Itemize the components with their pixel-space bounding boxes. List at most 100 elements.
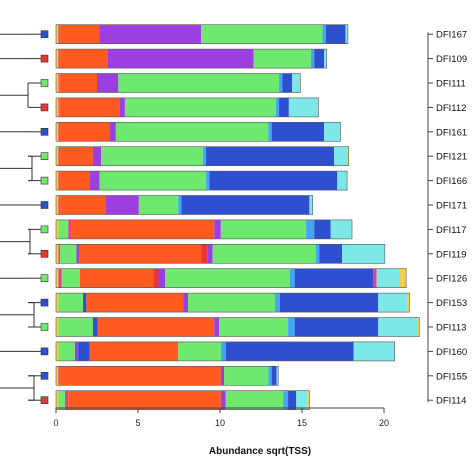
bar-segment bbox=[58, 268, 62, 288]
bar-outline bbox=[55, 24, 349, 45]
x-tick-label: 10 bbox=[215, 418, 225, 428]
sample-label: DFI160 bbox=[436, 347, 467, 358]
sample-marker bbox=[40, 250, 49, 258]
sample-label: DFI126 bbox=[436, 274, 467, 285]
bar-segment bbox=[206, 171, 210, 191]
bar-outline bbox=[55, 268, 407, 289]
bar-segment bbox=[268, 366, 272, 386]
bar-segment bbox=[220, 341, 226, 361]
bar-segment bbox=[56, 146, 59, 166]
bar-outline bbox=[55, 146, 350, 166]
sample-marker bbox=[40, 103, 49, 112]
bar-segment bbox=[97, 73, 119, 93]
bar-segment bbox=[183, 293, 189, 313]
bar-segment bbox=[60, 244, 77, 264]
bar-segment bbox=[76, 244, 80, 264]
bar-segment bbox=[56, 244, 59, 264]
bar-segment bbox=[119, 97, 125, 117]
bar-segment bbox=[253, 49, 312, 69]
bar-segment bbox=[219, 317, 289, 337]
bar-segment bbox=[274, 293, 280, 313]
bar-segment bbox=[214, 317, 220, 337]
bar-segment bbox=[333, 146, 348, 166]
bar-row bbox=[55, 73, 301, 93]
bar-segment bbox=[178, 195, 182, 215]
bar-segment bbox=[118, 73, 280, 93]
bar-segment bbox=[220, 390, 226, 410]
bar-segment bbox=[58, 317, 93, 337]
sample-marker bbox=[40, 274, 49, 283]
bar-segment bbox=[56, 293, 59, 313]
bar-segment bbox=[417, 317, 420, 337]
sample-marker bbox=[40, 396, 49, 405]
bar-segment bbox=[58, 171, 61, 191]
bar-segment bbox=[56, 122, 59, 142]
bar-segment bbox=[59, 73, 97, 93]
bar-segment bbox=[101, 146, 203, 166]
sample-label: DFI117 bbox=[436, 225, 466, 236]
bar-segment bbox=[353, 341, 395, 361]
bar-segment bbox=[61, 268, 80, 288]
bar-outline bbox=[55, 170, 348, 191]
bar-segment bbox=[58, 341, 75, 361]
sample-marker bbox=[40, 128, 49, 136]
bar-segment bbox=[311, 49, 315, 69]
sample-dendrogram bbox=[0, 33, 41, 401]
bar-segment bbox=[309, 195, 313, 215]
bar-outline bbox=[55, 341, 395, 362]
sample-marker bbox=[40, 30, 49, 39]
bar-segment bbox=[58, 219, 69, 239]
bar-segment bbox=[324, 122, 341, 142]
bar-segment bbox=[225, 390, 284, 410]
bar-segment bbox=[71, 219, 215, 239]
bar-segment bbox=[307, 390, 310, 410]
bar-segment bbox=[56, 73, 59, 93]
bar-segment bbox=[296, 390, 308, 410]
bar-row bbox=[55, 170, 348, 191]
bar-segment bbox=[283, 390, 289, 410]
bar-segment bbox=[276, 366, 279, 386]
bar-segment bbox=[407, 293, 410, 313]
sample-label: DFI153 bbox=[436, 298, 467, 309]
bar-segment bbox=[60, 24, 100, 44]
bar-segment bbox=[294, 268, 374, 288]
bar-segment bbox=[83, 293, 87, 313]
bar-segment bbox=[337, 171, 348, 191]
bar-segment bbox=[79, 268, 154, 288]
bar-outline bbox=[55, 48, 327, 69]
bar-segment bbox=[225, 341, 354, 361]
bar-segment bbox=[378, 317, 418, 337]
bar-segment bbox=[314, 219, 331, 239]
bar-segment bbox=[58, 146, 61, 166]
x-tick-label: 5 bbox=[135, 418, 140, 428]
bar-segment bbox=[306, 219, 315, 239]
x-tick-label: 0 bbox=[53, 418, 58, 428]
bar-segment bbox=[107, 49, 254, 69]
bar-segment bbox=[58, 24, 61, 44]
bar-row bbox=[55, 390, 310, 411]
bar-segment bbox=[58, 293, 84, 313]
bar-segment bbox=[60, 49, 108, 69]
bar-row bbox=[55, 122, 341, 142]
bar-segment bbox=[178, 341, 221, 361]
sample-marker bbox=[40, 323, 49, 331]
bar-segment bbox=[319, 244, 343, 264]
bar-segment bbox=[56, 268, 59, 288]
bar-segment bbox=[201, 24, 323, 44]
sample-marker bbox=[40, 54, 49, 63]
bar-segment bbox=[74, 341, 79, 361]
bar-segment bbox=[56, 219, 59, 239]
bar-segment bbox=[68, 219, 72, 239]
bar-row bbox=[55, 48, 327, 69]
bar-segment bbox=[89, 341, 179, 361]
bar-segment bbox=[275, 97, 280, 117]
bar-row bbox=[55, 97, 319, 118]
bar-segment bbox=[288, 317, 295, 337]
bar-segment bbox=[89, 171, 100, 191]
sample-label: DFI111 bbox=[436, 79, 466, 90]
bar-outline bbox=[55, 292, 410, 313]
sample-marker bbox=[40, 347, 49, 356]
bar-segment bbox=[209, 171, 338, 191]
sample-label: DFI166 bbox=[436, 176, 467, 187]
